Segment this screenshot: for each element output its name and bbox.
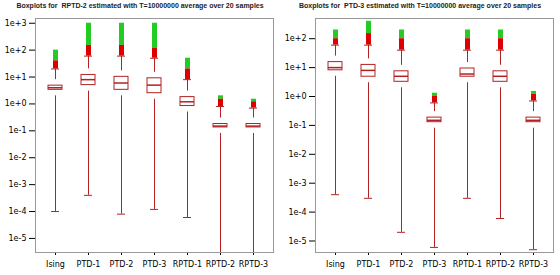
svg-text:1e-4: 1e-4 (9, 207, 27, 216)
svg-text:1e+0: 1e+0 (5, 99, 27, 108)
svg-text:1e+1: 1e+1 (285, 63, 307, 72)
svg-text:RPTD-1: RPTD-1 (453, 260, 482, 269)
svg-text:Ising: Ising (46, 260, 65, 269)
svg-text:1e+1: 1e+1 (5, 73, 27, 82)
svg-text:1e+2: 1e+2 (285, 34, 307, 43)
svg-text:1e-2: 1e-2 (289, 150, 307, 159)
svg-text:1e-3: 1e-3 (289, 179, 307, 188)
svg-text:1e-5: 1e-5 (289, 237, 307, 246)
svg-text:1e+0: 1e+0 (285, 92, 307, 101)
svg-text:RPTD-2: RPTD-2 (206, 260, 235, 269)
svg-text:1e-1: 1e-1 (9, 126, 27, 135)
svg-text:RPTD-1: RPTD-1 (173, 260, 202, 269)
svg-text:1e-4: 1e-4 (289, 208, 307, 217)
svg-text:PTD-2: PTD-2 (390, 260, 414, 269)
html-text:Boxplots for PTD-3 estimated w: Boxplots for PTD-3 estimated with T=1000… (298, 2, 542, 9)
svg-text:PTD-1: PTD-1 (77, 260, 101, 269)
svg-text:PTD-1: PTD-1 (357, 260, 381, 269)
html-text:Boxplots for RPTD-2 estimated: Boxplots for RPTD-2 estimated with T=100… (16, 2, 264, 9)
svg-text:1e-1: 1e-1 (289, 121, 307, 130)
svg-text:Ising: Ising (326, 260, 345, 269)
svg-text:1e+3: 1e+3 (5, 19, 27, 28)
svg-text:1e+2: 1e+2 (5, 46, 27, 55)
svg-text:RPTD-3: RPTD-3 (239, 260, 268, 269)
svg-text:1e-2: 1e-2 (9, 153, 27, 162)
svg-text:PTD-3: PTD-3 (143, 260, 167, 269)
svg-text:RPTD-3: RPTD-3 (519, 260, 548, 269)
svg-text:PTD-3: PTD-3 (423, 260, 447, 269)
svg-text:1e-3: 1e-3 (9, 180, 27, 189)
svg-text:RPTD-2: RPTD-2 (486, 260, 515, 269)
svg-text:1e-5: 1e-5 (9, 234, 27, 243)
svg-text:PTD-2: PTD-2 (110, 260, 134, 269)
